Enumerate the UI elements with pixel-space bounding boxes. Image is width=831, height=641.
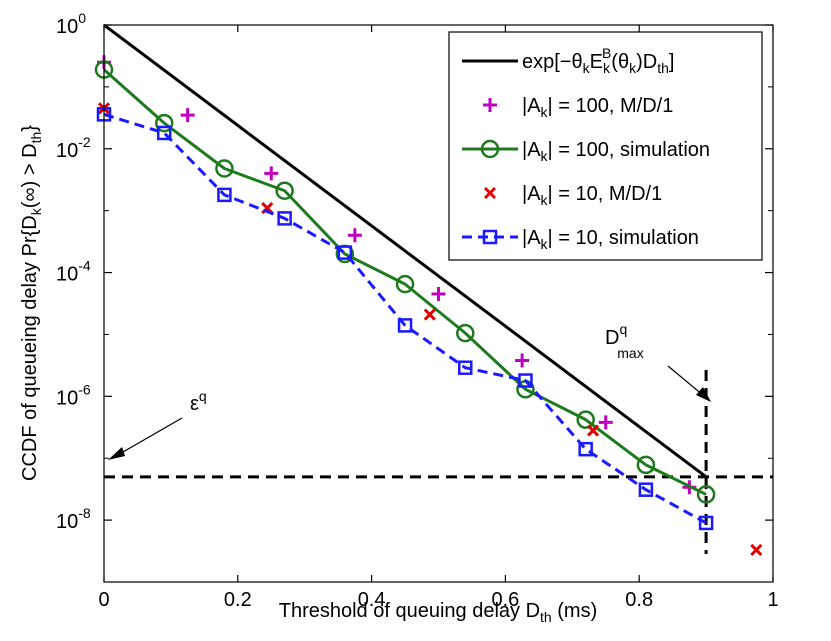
x-tick-label: 0.4 <box>358 589 386 611</box>
data-point-s2-10 <box>696 485 716 504</box>
legend-item-3: |Ak| = 10, M/D/1 <box>483 183 662 208</box>
data-point-s4-2 <box>217 187 232 203</box>
series-2 <box>94 60 716 504</box>
data-point-s3-3 <box>586 424 600 437</box>
legend-swatch-marker <box>480 139 500 159</box>
legend-item-0: exp[−θkEkB(θk)Dth] <box>462 45 674 76</box>
data-point-s2-6 <box>456 323 475 343</box>
legend-box <box>448 31 763 261</box>
data-point-s1-3 <box>347 228 362 243</box>
legend-swatch-marker <box>482 229 498 245</box>
legend-label: |Ak| = 10, simulation <box>522 227 699 252</box>
data-point-s4-4 <box>337 245 353 260</box>
data-point-s1-1 <box>180 108 195 123</box>
x-tick-label: 1 <box>767 589 778 611</box>
dmax-arrow <box>667 365 705 397</box>
data-point-s4-3 <box>277 211 292 226</box>
epsilon-arrow <box>115 417 183 457</box>
legend-label: |Ak| = 10, M/D/1 <box>522 183 662 208</box>
dmax-arrowhead <box>696 387 711 402</box>
y-tick-label: 10-8 <box>56 505 91 533</box>
legend-item-4: |Ak| = 10, simulation <box>462 227 699 252</box>
x-tick-label: 0.6 <box>491 589 519 611</box>
legend-label: |Ak| = 100, M/D/1 <box>522 95 673 120</box>
data-point-s3-2 <box>423 308 436 321</box>
epsilon-label: εq <box>190 388 207 415</box>
data-point-s1-4 <box>431 287 446 302</box>
epsilon-annotation: εq <box>108 388 207 460</box>
plot-area <box>94 23 773 556</box>
data-point-s4-10 <box>698 515 714 531</box>
data-point-s1-2 <box>264 166 279 181</box>
data-point-s2-5 <box>395 274 415 294</box>
y-axis-label: CCDF of queueing delay Pr{Dk(∞) > Dth} <box>19 125 44 481</box>
data-point-s1-5 <box>515 353 530 368</box>
legend-item-1: |Ak| = 100, M/D/1 <box>483 95 673 120</box>
y-tick-label: 10-6 <box>56 381 91 409</box>
data-point-s2-1 <box>154 113 174 133</box>
x-tick-label: 0 <box>98 589 109 611</box>
data-point-s4-6 <box>458 360 473 375</box>
x-tick-label: 0.2 <box>224 589 252 611</box>
data-point-s4-7 <box>518 373 533 388</box>
legend-swatch-marker <box>483 98 497 112</box>
axis-ticks: 0 0.2 0.4 0.6 0.8 1 100 10-2 10-4 10-6 10-8 <box>56 10 779 611</box>
data-point-s2-8 <box>576 410 595 429</box>
series-line-2 <box>103 68 707 496</box>
data-point-s4-8 <box>578 441 593 457</box>
series-1 <box>97 55 697 495</box>
dmax-annotation: Dq max <box>605 321 711 402</box>
data-point-s1-6 <box>598 415 613 430</box>
legend-label: exp[−θkEkB(θk)Dth] <box>522 45 674 76</box>
x-tick-label: 0.8 <box>625 589 653 611</box>
data-point-s4-9 <box>638 482 654 497</box>
series-line-4 <box>103 112 707 525</box>
y-tick-label: 10-4 <box>56 258 91 286</box>
data-point-s4-1 <box>156 125 172 141</box>
legend-item-2: |Ak| = 100, simulation <box>462 139 710 164</box>
data-point-s2-9 <box>636 455 656 475</box>
axes-frame <box>103 24 774 583</box>
data-point-s4-5 <box>397 318 413 333</box>
legend-label: |Ak| = 100, simulation <box>522 139 710 164</box>
legend-swatch-marker <box>483 186 497 200</box>
series-0 <box>103 23 708 479</box>
x-axis-label: Threshold of queuing delay Dth (ms) <box>279 600 598 625</box>
legend: exp[−θkEkB(θk)Dth] |Ak| = 100, M/D/1 |Ak| … <box>448 31 763 261</box>
data-point-s2-2 <box>215 159 234 178</box>
dmax-label: Dq max <box>605 321 644 361</box>
series-line-0 <box>103 23 708 479</box>
y-tick-label: 100 <box>56 10 86 38</box>
data-point-s2-3 <box>275 181 294 200</box>
data-point-s3-4 <box>750 543 763 556</box>
epsilon-arrowhead <box>108 447 125 460</box>
legend-items: exp[−θkEkB(θk)Dth] |Ak| = 100, M/D/1 |Ak| … <box>462 45 710 252</box>
y-tick-label: 10-2 <box>56 134 91 162</box>
